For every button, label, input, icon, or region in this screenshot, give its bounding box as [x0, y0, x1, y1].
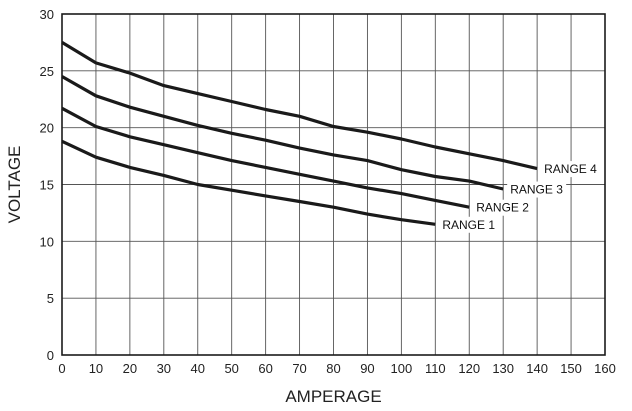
x-tick-label: 100	[391, 361, 413, 376]
y-tick-labels: 0 5 10 15 20 25 30	[40, 7, 54, 363]
x-tick-label: 140	[526, 361, 548, 376]
x-tick-label: 0	[58, 361, 65, 376]
x-tick-label: 70	[292, 361, 306, 376]
y-tick-label: 30	[40, 7, 54, 22]
x-tick-label: 120	[458, 361, 480, 376]
y-tick-label: 10	[40, 234, 54, 249]
plot-border	[61, 13, 606, 356]
y-axis-title: VOLTAGE	[5, 146, 24, 224]
series-label-4: RANGE 4	[544, 162, 597, 176]
x-tick-label: 50	[224, 361, 238, 376]
x-tick-label: 110	[425, 361, 446, 376]
series-label-background	[541, 161, 601, 178]
x-tick-label: 90	[360, 361, 374, 376]
x-tick-label: 160	[594, 361, 616, 376]
x-tick-label: 30	[157, 361, 171, 376]
series-line-3	[61, 75, 504, 191]
series-line-4	[61, 41, 538, 171]
x-tick-label: 10	[89, 361, 103, 376]
x-tick-labels: 0 10 20 30 40 50 60 70 80 90 100 110 120 130 140 150 160	[58, 361, 615, 376]
series-line-1	[61, 139, 436, 226]
x-tick-label: 60	[258, 361, 272, 376]
y-tick-label: 20	[40, 121, 54, 136]
y-tick-label: 5	[47, 291, 54, 306]
y-tick-label: 15	[40, 178, 54, 193]
series-labels: RANGE 1 RANGE 2 RANGE 3 RANGE 4	[439, 161, 601, 233]
series-lines	[61, 41, 538, 226]
series-label-2: RANGE 2	[476, 201, 529, 215]
series-label-background	[473, 199, 533, 216]
x-tick-label: 20	[123, 361, 137, 376]
x-axis-title: AMPERAGE	[285, 387, 381, 406]
series-label-3: RANGE 3	[510, 183, 563, 197]
x-tick-label: 40	[191, 361, 205, 376]
x-tick-label: 80	[326, 361, 340, 376]
y-tick-label: 25	[40, 64, 54, 79]
series-line-2	[61, 106, 470, 209]
x-tick-label: 130	[492, 361, 514, 376]
series-label-background	[507, 181, 567, 198]
y-tick-label: 0	[47, 348, 54, 363]
x-tick-label: 150	[560, 361, 582, 376]
series-label-1: RANGE 1	[442, 218, 495, 232]
series-label-background	[439, 216, 499, 233]
